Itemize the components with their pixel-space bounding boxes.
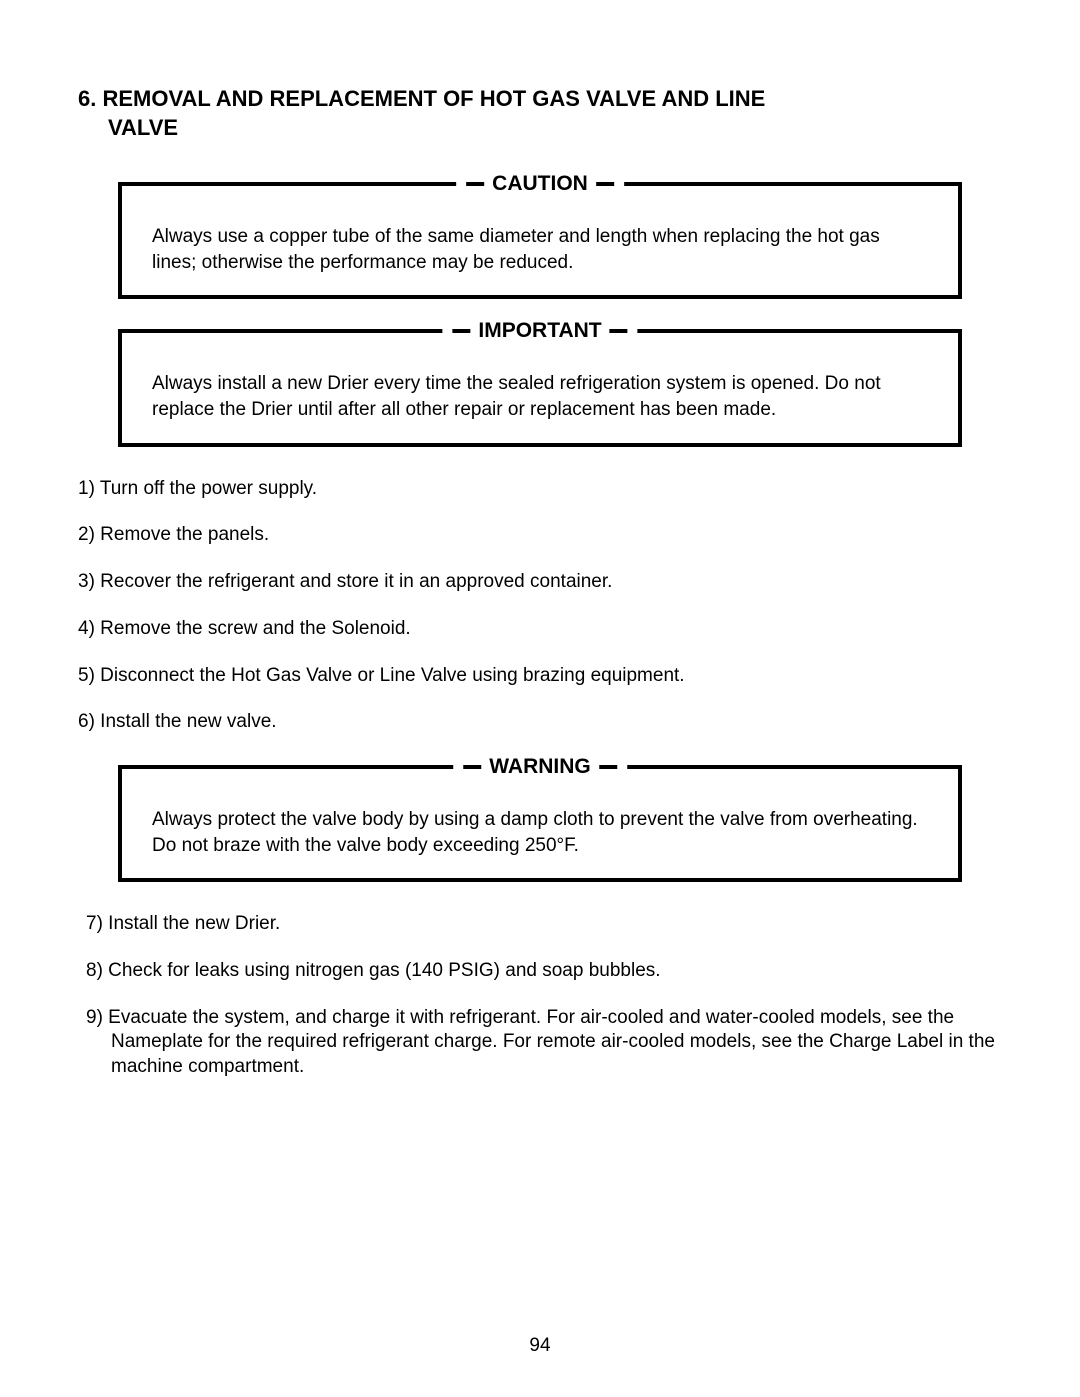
warning-label: WARNING — [453, 755, 627, 779]
important-text: Always install a new Drier every time th… — [152, 371, 928, 422]
important-label-text: IMPORTANT — [478, 319, 601, 343]
warning-label-text: WARNING — [489, 755, 591, 779]
section-title: 6. REMOVAL AND REPLACEMENT OF HOT GAS VA… — [78, 85, 1002, 142]
caution-label-text: CAUTION — [492, 172, 588, 196]
step-item: 4) Remove the screw and the Solenoid. — [78, 617, 1002, 642]
step-item: 8) Check for leaks using nitrogen gas (1… — [86, 959, 1002, 984]
step-item: 6) Install the new valve. — [78, 710, 1002, 735]
caution-box: CAUTION Always use a copper tube of the … — [118, 182, 962, 299]
step-item: 9) Evacuate the system, and charge it wi… — [86, 1006, 1002, 1080]
step-item: 3) Recover the refrigerant and store it … — [78, 570, 1002, 595]
step-item: 5) Disconnect the Hot Gas Valve or Line … — [78, 664, 1002, 689]
title-line-2: VALVE — [78, 114, 1002, 143]
caution-text: Always use a copper tube of the same dia… — [152, 224, 928, 275]
warning-box: WARNING Always protect the valve body by… — [118, 765, 962, 882]
caution-label: CAUTION — [456, 172, 624, 196]
important-label: IMPORTANT — [442, 319, 637, 343]
warning-text: Always protect the valve body by using a… — [152, 807, 928, 858]
step-item: 7) Install the new Drier. — [86, 912, 1002, 937]
steps-after-warning: 7) Install the new Drier. 8) Check for l… — [86, 912, 1002, 1079]
important-box: IMPORTANT Always install a new Drier eve… — [118, 329, 962, 446]
page-number: 94 — [529, 1335, 550, 1357]
steps-before-warning: 1) Turn off the power supply. 2) Remove … — [78, 477, 1002, 735]
step-item: 1) Turn off the power supply. — [78, 477, 1002, 502]
step-item: 2) Remove the panels. — [78, 523, 1002, 548]
title-line-1: 6. REMOVAL AND REPLACEMENT OF HOT GAS VA… — [78, 86, 765, 111]
